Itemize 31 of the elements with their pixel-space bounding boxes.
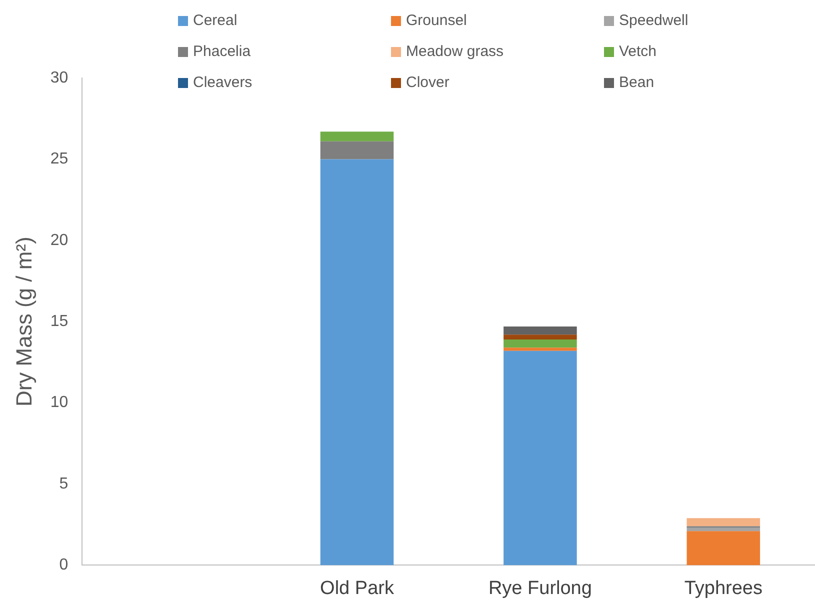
legend-label: Bean (619, 74, 654, 91)
bar (686, 531, 760, 566)
y-tick-label: 15 (50, 313, 68, 330)
x-tick-label: Rye Furlong (488, 578, 592, 599)
legend-label: Vetch (619, 43, 657, 60)
legend-label: Cereal (193, 12, 238, 29)
legend-label: Cleavers (193, 74, 252, 91)
bar (504, 348, 577, 351)
y-tick-label: 0 (59, 556, 68, 574)
y-tick-label: 25 (50, 150, 68, 168)
legend-label: Clover (406, 74, 450, 91)
y-tick-label: 10 (50, 394, 68, 412)
bar (320, 141, 394, 160)
x-tick-label: Old Park (320, 578, 394, 599)
y-tick-label: 5 (59, 475, 68, 492)
legend-label: Grounsel (406, 12, 467, 29)
bar (686, 518, 760, 526)
bar (320, 159, 394, 566)
bar (504, 339, 577, 348)
bar (504, 326, 577, 335)
legend-label: Speedwell (619, 12, 688, 29)
bar (504, 350, 577, 566)
legend-label: Phacelia (193, 43, 251, 60)
y-tick-label: 20 (50, 232, 68, 249)
legend-label: Meadow grass (406, 43, 504, 60)
x-tick-label: Typhrees (684, 578, 762, 599)
bar (504, 334, 577, 340)
bar (320, 132, 394, 142)
y-axis-title: Dry Mass (g / m²) (11, 236, 36, 407)
y-tick-label: 30 (50, 69, 68, 86)
bar (686, 528, 760, 532)
